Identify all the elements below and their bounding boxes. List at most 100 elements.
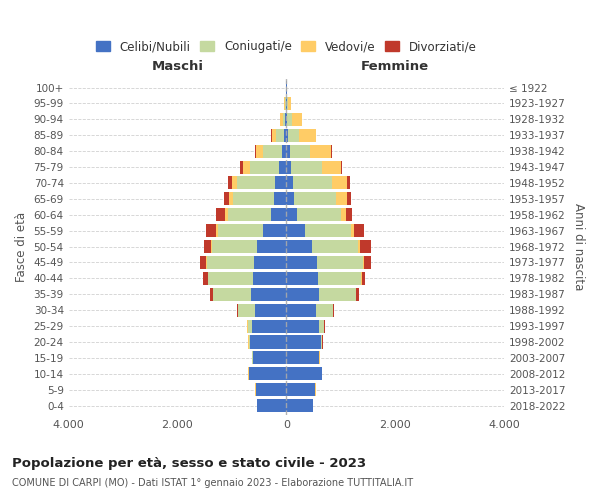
Bar xyxy=(211,288,213,301)
Bar xyxy=(225,208,227,222)
Bar xyxy=(229,192,233,205)
Bar xyxy=(286,113,287,126)
Bar xyxy=(322,160,341,173)
Bar xyxy=(286,368,322,380)
Bar xyxy=(211,240,212,253)
Bar xyxy=(286,336,320,348)
Bar xyxy=(256,383,286,396)
Bar xyxy=(240,160,243,173)
Bar xyxy=(250,160,279,173)
Bar xyxy=(341,160,343,173)
Bar xyxy=(299,128,316,142)
Bar xyxy=(333,304,334,316)
Bar xyxy=(285,97,286,110)
Bar xyxy=(286,160,290,173)
Bar xyxy=(286,256,317,269)
Bar xyxy=(295,192,336,205)
Bar xyxy=(364,256,371,269)
Bar xyxy=(233,192,274,205)
Bar xyxy=(354,224,364,237)
Bar xyxy=(254,256,286,269)
Bar xyxy=(285,113,286,126)
Bar xyxy=(208,272,253,285)
Bar xyxy=(251,288,286,301)
Bar xyxy=(218,224,263,237)
Bar xyxy=(286,272,318,285)
Bar xyxy=(272,128,276,142)
Text: Femmine: Femmine xyxy=(361,60,429,73)
Bar xyxy=(203,240,211,253)
Bar xyxy=(319,288,356,301)
Bar xyxy=(255,304,286,316)
Bar xyxy=(346,208,352,222)
Bar xyxy=(286,304,316,316)
Bar xyxy=(347,192,350,205)
Bar xyxy=(286,288,319,301)
Bar xyxy=(332,176,347,190)
Bar xyxy=(238,304,255,316)
Bar xyxy=(286,224,305,237)
Bar xyxy=(238,176,275,190)
Text: Maschi: Maschi xyxy=(151,60,203,73)
Bar xyxy=(224,192,229,205)
Bar xyxy=(237,304,238,316)
Y-axis label: Fasce di età: Fasce di età xyxy=(15,212,28,282)
Bar xyxy=(318,272,361,285)
Bar xyxy=(214,288,251,301)
Bar xyxy=(284,97,285,110)
Bar xyxy=(274,192,286,205)
Bar xyxy=(257,399,286,412)
Bar xyxy=(243,160,250,173)
Bar xyxy=(363,256,364,269)
Bar xyxy=(290,160,322,173)
Bar xyxy=(232,176,238,190)
Bar xyxy=(347,176,350,190)
Bar xyxy=(336,192,347,205)
Bar xyxy=(289,128,299,142)
Bar xyxy=(279,160,286,173)
Bar xyxy=(200,256,206,269)
Bar xyxy=(263,144,282,158)
Bar xyxy=(341,208,346,222)
Bar xyxy=(287,113,292,126)
Bar xyxy=(358,240,360,253)
Text: COMUNE DI CARPI (MO) - Dati ISTAT 1° gennaio 2023 - Elaborazione TUTTITALIA.IT: COMUNE DI CARPI (MO) - Dati ISTAT 1° gen… xyxy=(12,478,413,488)
Bar xyxy=(257,240,286,253)
Bar xyxy=(362,272,365,285)
Bar xyxy=(296,208,341,222)
Y-axis label: Anni di nascita: Anni di nascita xyxy=(572,203,585,290)
Bar xyxy=(282,144,286,158)
Bar xyxy=(350,224,354,237)
Bar xyxy=(216,208,225,222)
Text: Popolazione per età, sesso e stato civile - 2023: Popolazione per età, sesso e stato civil… xyxy=(12,458,366,470)
Bar xyxy=(255,144,256,158)
Bar xyxy=(263,224,286,237)
Bar xyxy=(360,240,371,253)
Bar xyxy=(287,97,288,110)
Bar xyxy=(207,256,254,269)
Bar xyxy=(280,113,283,126)
Bar xyxy=(292,113,302,126)
Bar xyxy=(286,352,319,364)
Bar xyxy=(212,240,257,253)
Bar xyxy=(286,320,319,332)
Bar xyxy=(248,320,252,332)
Bar xyxy=(253,352,286,364)
Bar xyxy=(276,128,284,142)
Bar xyxy=(252,320,286,332)
Bar xyxy=(286,144,290,158)
Bar xyxy=(283,113,285,126)
Bar xyxy=(290,144,310,158)
Bar xyxy=(227,176,232,190)
Bar xyxy=(286,208,296,222)
Bar xyxy=(317,256,363,269)
Bar xyxy=(286,240,312,253)
Bar xyxy=(275,176,286,190)
Bar xyxy=(206,224,216,237)
Bar xyxy=(249,336,250,348)
Bar xyxy=(250,368,286,380)
Bar xyxy=(256,144,263,158)
Bar xyxy=(250,336,286,348)
Bar xyxy=(286,192,295,205)
Bar xyxy=(286,128,289,142)
